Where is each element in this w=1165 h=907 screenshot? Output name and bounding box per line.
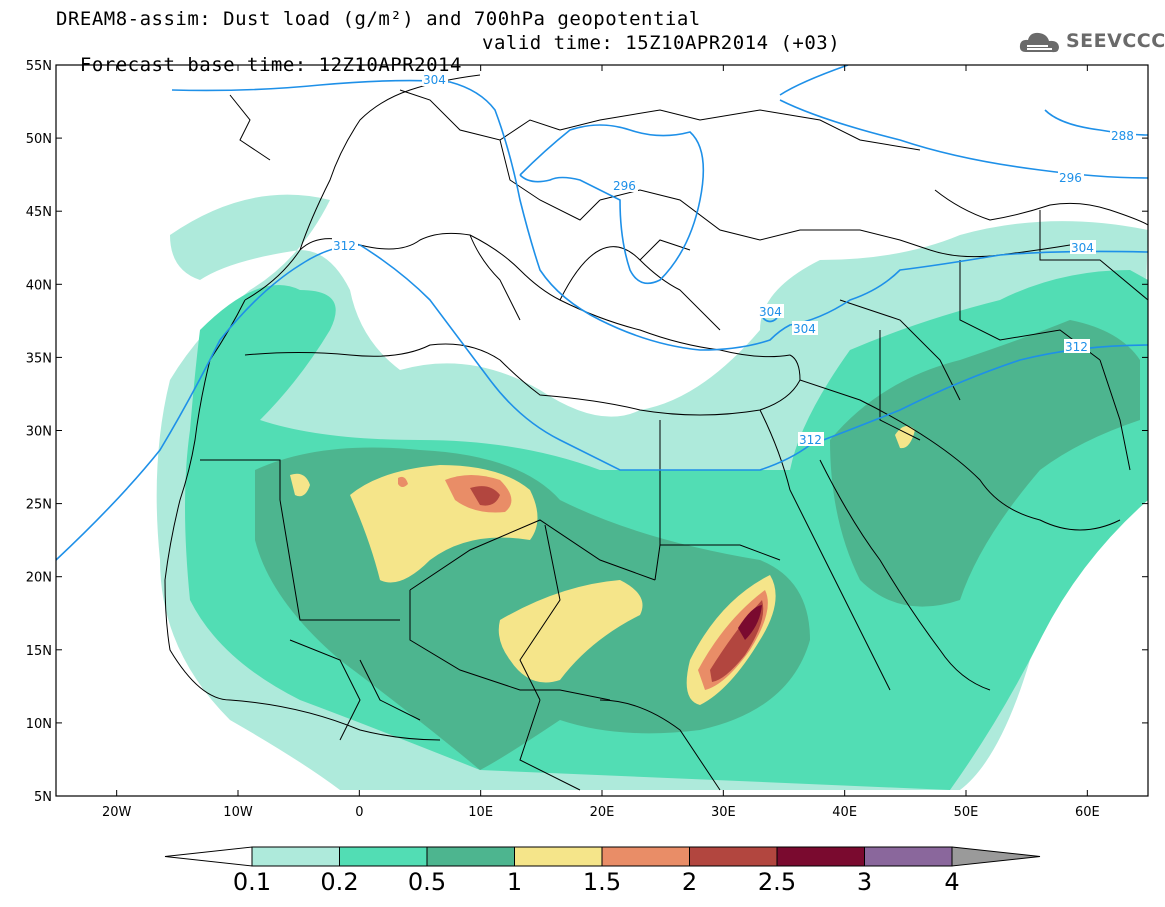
coastlines	[164, 74, 1148, 791]
longitude-labels: 20W 10W 0 10E 20E 30E 40E 50E 60E	[102, 805, 1100, 820]
lat-label: 45N	[26, 205, 52, 220]
contour-label: 304	[759, 305, 782, 319]
lon-label: 10W	[223, 805, 253, 820]
colorbar-swatch	[864, 846, 953, 867]
colorbar-swatch	[689, 846, 778, 867]
colorbar-swatch	[601, 846, 690, 867]
cloud-logo-icon	[1019, 32, 1059, 53]
colorbar-label: 4	[944, 868, 960, 896]
lat-label: 25N	[26, 498, 52, 513]
colorbar-swatch	[339, 846, 428, 867]
lat-label: 10N	[26, 717, 52, 732]
dust-level-1b	[498, 580, 643, 683]
seevccc-logo: SEEVCCC	[1018, 26, 1165, 56]
lon-label: 50E	[954, 805, 979, 820]
lat-label: 40N	[26, 278, 52, 293]
dust-load-shading	[156, 194, 1148, 791]
colorbar-label: 0.1	[232, 868, 272, 896]
lon-label: 0	[355, 805, 363, 820]
contour-label: 312	[333, 239, 356, 253]
dust-level-2.5	[738, 605, 762, 640]
dust-level-1e	[895, 426, 915, 449]
lat-label: 50N	[26, 132, 52, 147]
latitude-labels: 55N 50N 45N 40N 35N 30N 25N 20N 15N 10N 5N	[26, 59, 52, 805]
lat-label: 30N	[26, 425, 52, 440]
lon-label: 10E	[468, 805, 493, 820]
lat-label: 20N	[26, 571, 52, 586]
contour-label: 296	[613, 179, 636, 193]
contour-label: 304	[793, 322, 816, 336]
logo-text: SEEVCCC	[1066, 30, 1165, 52]
colorbar-swatch	[426, 846, 515, 867]
contour-label: 296	[1059, 171, 1082, 185]
colorbar-label: 1.5	[582, 868, 622, 896]
lat-label: 15N	[26, 644, 52, 659]
colorbar-label: 2	[681, 868, 698, 896]
colorbar-swatch	[251, 846, 340, 867]
colorbar-label: 2.5	[757, 868, 797, 896]
lat-label: 55N	[26, 59, 52, 74]
colorbar-label: 3	[856, 868, 873, 896]
lon-label: 20W	[102, 805, 132, 820]
colorbar	[164, 846, 1041, 867]
axis-ticks	[56, 64, 1148, 797]
colorbar-label: 0.2	[320, 868, 359, 896]
lon-label: 20E	[590, 805, 615, 820]
colorbar-label: 0.5	[407, 868, 447, 896]
contour-label: 304	[423, 73, 446, 87]
lon-label: 60E	[1075, 805, 1100, 820]
map-title: DREAM8-assim: Dust load (g/m²) and 700hP…	[56, 8, 701, 30]
colorbar-min-arrow	[164, 846, 253, 867]
colorbar-swatch	[514, 846, 603, 867]
colorbar-max-arrow	[951, 846, 1041, 867]
dust-level-0.5b	[830, 320, 1140, 607]
dust-level-2a	[470, 486, 500, 506]
colorbar-label: 1	[506, 868, 523, 896]
contour-labels: 304 296 288 312 304 296 304 312 312 304	[332, 72, 1136, 447]
contour-label: 288	[1111, 129, 1134, 143]
lon-label: 40E	[832, 805, 857, 820]
contour-label: 304	[1071, 241, 1094, 255]
contour-label: 312	[799, 433, 822, 447]
lon-label: 30E	[711, 805, 736, 820]
valid-time: valid time: 15Z10APR2014 (+03)	[482, 32, 841, 54]
dust-level-1.5c	[398, 476, 408, 487]
contour-label: 312	[1065, 340, 1088, 354]
lat-label: 5N	[34, 790, 52, 805]
colorbar-swatch	[776, 846, 865, 867]
dust-level-1d	[290, 473, 310, 497]
lat-label: 35N	[26, 351, 52, 366]
